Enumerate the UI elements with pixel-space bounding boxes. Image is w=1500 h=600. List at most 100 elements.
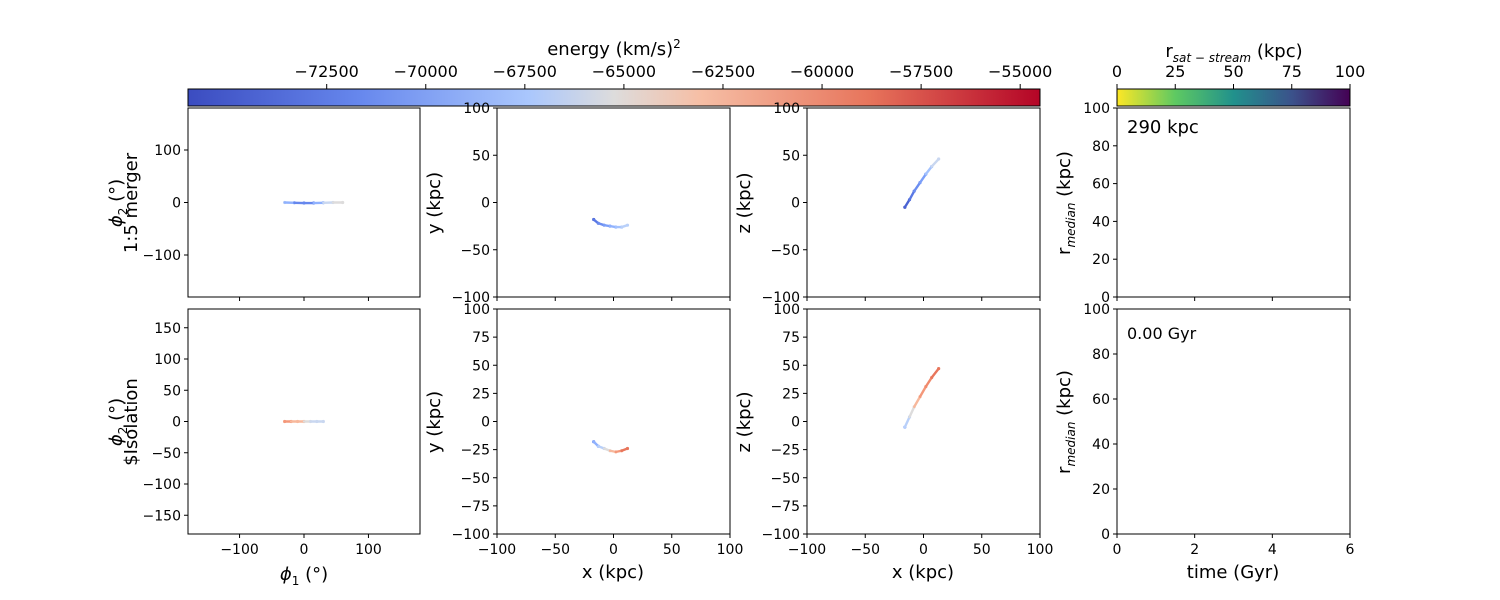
energy-colorbar-tick-label: −65000 xyxy=(592,62,656,81)
energy-colorbar-tick-label: −67500 xyxy=(493,62,557,81)
chart-marks-layer xyxy=(283,157,941,454)
merger-xz-ytick-label: 100 xyxy=(773,101,800,117)
isolation-xz-xtick-label: 100 xyxy=(1027,542,1054,558)
merger-phi-ytick-label: −100 xyxy=(143,248,181,264)
isolation-xy-xtick-label: −100 xyxy=(478,542,516,558)
isolation-xy-ytick-label: −25 xyxy=(460,443,490,459)
isolation-phi-xtick-label: 100 xyxy=(355,542,382,558)
energy-colorbar: energy (km/s)2 −72500 −70000 −67500 −65000−… xyxy=(187,37,1052,107)
isolation-xz-ytick-label: 0 xyxy=(791,415,800,431)
merger-xz-ytick-label: −100 xyxy=(762,290,800,306)
isolation-xy-ytick-label: 50 xyxy=(472,358,490,374)
isolation-xz-ytick-label: 25 xyxy=(782,386,800,402)
isolation-phi-ytick-label: −100 xyxy=(143,477,181,493)
isolation-xy-ytick-label: −75 xyxy=(460,499,490,515)
isolation-phi-ytick-label: 100 xyxy=(154,352,181,368)
phi1-axis-label: ϕ1 (°) xyxy=(280,564,328,588)
stream-segment xyxy=(903,415,911,429)
isolation-phi-ytick-label: −150 xyxy=(143,508,181,524)
stream-segment xyxy=(620,223,629,229)
isolation-phi-ytick-label: 150 xyxy=(154,321,181,337)
merger-rmed-ytick-label: 40 xyxy=(1092,214,1110,230)
radius-annotation: 290 kpc xyxy=(1127,117,1199,138)
stream-segment xyxy=(908,405,916,419)
x-kpc-label-xy: x (kpc) xyxy=(582,562,644,583)
z-kpc-label-isolation: z (kpc) xyxy=(734,392,755,453)
y-kpc-label-isolation: y (kpc) xyxy=(424,391,445,453)
rmedian-label-merger: rmedian (kpc) xyxy=(1054,151,1078,255)
merger-xy-ytick-label: −100 xyxy=(452,290,490,306)
isolation-phi-ytick-label: −50 xyxy=(151,446,181,462)
isolation-xz-ytick-label: −50 xyxy=(770,471,800,487)
isolation-rmed-xtick-label: 2 xyxy=(1190,542,1199,558)
isolation-xy-xtick-label: 50 xyxy=(663,542,681,558)
rsat-colorbar-tick-label: 100 xyxy=(1335,62,1366,81)
isolation-xy-ytick-label: −100 xyxy=(452,527,490,543)
isolation-rmed-ytick-label: 0 xyxy=(1101,527,1110,543)
isolation-phi-ytick-label: 0 xyxy=(172,415,181,431)
row-label-isolation-text: $Isolation xyxy=(121,378,142,466)
merger-rmed-ytick-label: 0 xyxy=(1101,290,1110,306)
time-annotation: 0.00 Gyr xyxy=(1127,324,1197,343)
stream-segment xyxy=(912,395,922,409)
energy-colorbar-tick-label: −62500 xyxy=(691,62,755,81)
isolation-xy-ytick-label: 0 xyxy=(481,415,490,431)
isolation-phi-xtick-label: 0 xyxy=(300,542,309,558)
x-kpc-label-xz: x (kpc) xyxy=(892,562,954,583)
isolation-rmed-xtick-label: 0 xyxy=(1113,542,1122,558)
merger-xy-ytick-label: 0 xyxy=(481,196,490,212)
isolation-xy-ytick-label: 100 xyxy=(463,302,490,318)
stream-segment xyxy=(903,198,911,209)
isolation-rmed-ytick-label: 80 xyxy=(1092,347,1110,363)
isolation-xz-ytick-label: −100 xyxy=(762,527,800,543)
rsat-colorbar-tick-label: 75 xyxy=(1282,62,1302,81)
row-label-isolation: ϕ2 (°) $Isolation xyxy=(106,378,142,466)
y-kpc-label-merger: y (kpc) xyxy=(424,172,445,234)
merger-xz-ytick-label: −50 xyxy=(770,243,800,259)
rsat-colorbar-tick-label: 25 xyxy=(1165,62,1185,81)
rsat-colorbar-bar xyxy=(1117,89,1350,106)
merger-phi-ytick-label: 0 xyxy=(172,196,181,212)
isolation-xy-xtick-label: −50 xyxy=(540,542,570,558)
energy-colorbar-label: energy (km/s)2 xyxy=(547,37,681,60)
rsat-colorbar-tick-label: 0 xyxy=(1112,62,1122,81)
energy-colorbar-ticks: −72500 −70000 −67500 −65000 −62500 −60000 −575… xyxy=(295,62,1052,89)
stream-segment xyxy=(620,447,629,452)
isolation-rmed-ytick-label: 100 xyxy=(1083,302,1110,318)
panel-isolation-xy xyxy=(496,308,731,535)
energy-colorbar-tick-label: −55000 xyxy=(988,62,1052,81)
isolation-xz-ytick-label: 100 xyxy=(773,302,800,318)
isolation-xy-xtick-label: 0 xyxy=(609,542,618,558)
isolation-rmed-ytick-label: 20 xyxy=(1092,482,1110,498)
rsat-colorbar: rsat − stream (kpc) 0 25 50 75 100 xyxy=(1112,41,1365,107)
stream-segment xyxy=(918,172,928,184)
merger-xy-ytick-label: 100 xyxy=(463,101,490,117)
stream-segment xyxy=(930,367,940,379)
z-kpc-label-merger: z (kpc) xyxy=(734,173,755,234)
isolation-phi-xtick-label: −100 xyxy=(220,542,258,558)
stream-segment xyxy=(908,189,916,201)
isolation-xy-ytick-label: −50 xyxy=(460,471,490,487)
isolation-xz-xtick-label: 50 xyxy=(973,542,991,558)
isolation-xz-xtick-label: −100 xyxy=(788,542,826,558)
stream-segment xyxy=(930,157,940,168)
stream-segment xyxy=(924,376,933,388)
energy-colorbar-frame xyxy=(187,88,1041,107)
isolation-xy-ytick-label: 25 xyxy=(472,386,490,402)
isolation-rmed-xtick-label: 6 xyxy=(1346,542,1355,558)
isolation-xy-ytick-label: 75 xyxy=(472,330,490,346)
energy-colorbar-tick-label: −72500 xyxy=(295,62,359,81)
isolation-phi-ytick-label: 50 xyxy=(163,383,181,399)
merger-xy-ytick-label: −50 xyxy=(460,243,490,259)
isolation-xz-xtick-label: −50 xyxy=(850,542,880,558)
rsat-colorbar-ticks: 0 25 50 75 100 xyxy=(1112,62,1365,89)
isolation-xz-ytick-label: 50 xyxy=(782,358,800,374)
row-label-merger-text: 1:5 merger xyxy=(121,152,142,253)
panel-merger-xy xyxy=(496,107,731,298)
phi2-axis-label-isolation: ϕ2 (°) xyxy=(106,398,130,446)
axes-ticks-layer: 1000−100100500−50−100100500−50−100100806… xyxy=(143,101,1355,558)
stream-segment xyxy=(918,385,928,398)
time-axis-label: time (Gyr) xyxy=(1187,562,1279,583)
row-label-merger: ϕ2 (°) 1:5 merger xyxy=(106,152,142,253)
